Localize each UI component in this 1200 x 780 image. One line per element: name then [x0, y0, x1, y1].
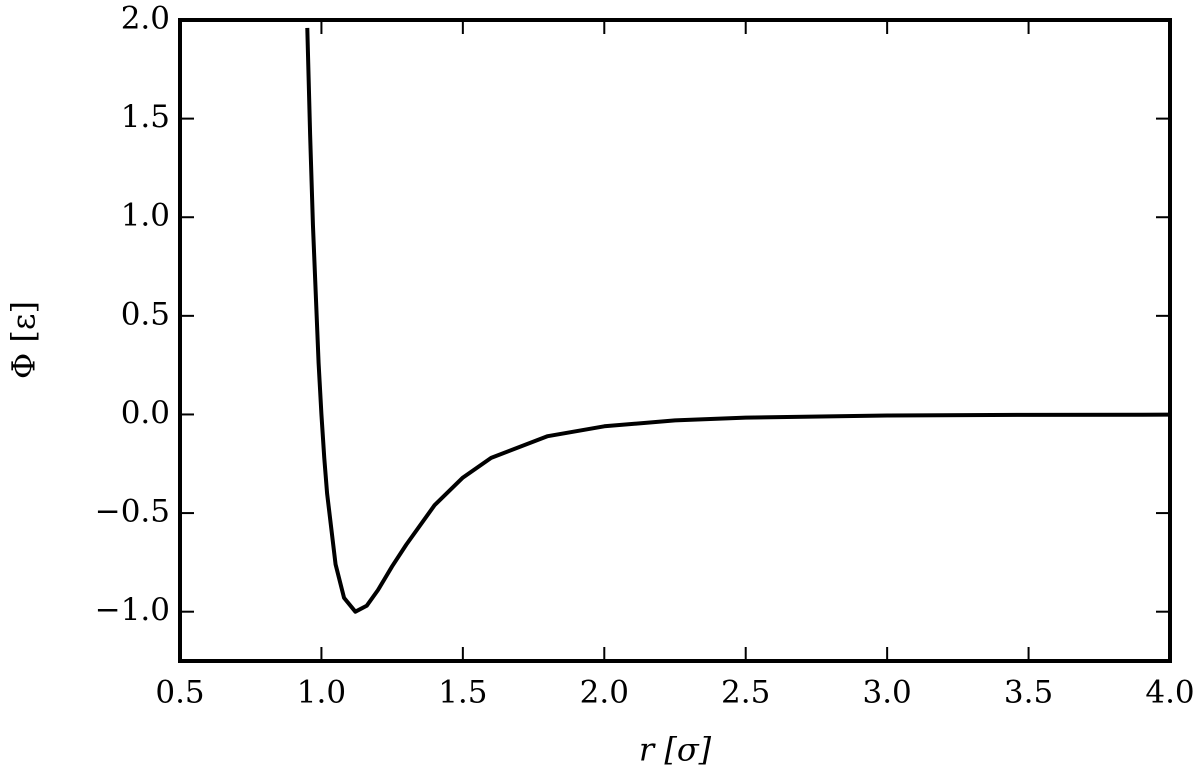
y-tick-label: −1.0: [95, 592, 170, 628]
data-line: [305, 27, 1170, 614]
x-tick-label: 0.5: [155, 675, 204, 711]
plot-frame: [178, 18, 1172, 663]
y-tick-label: 1.5: [121, 99, 170, 135]
x-axis-label: r [σ]: [639, 731, 712, 769]
x-tick-label: 1.0: [297, 675, 346, 711]
x-tick-label: 1.5: [438, 675, 487, 711]
y-axis-label: Φ [ε]: [5, 301, 43, 379]
y-tick-label: 0.5: [121, 296, 170, 332]
x-tick-label: 3.0: [862, 675, 911, 711]
y-tick-label: −0.5: [95, 494, 170, 530]
y-tick-label: 2.0: [121, 1, 170, 37]
x-tick-label: 3.5: [1004, 675, 1053, 711]
y-tick-label: 1.0: [121, 198, 170, 234]
x-tick-label: 2.0: [580, 675, 629, 711]
x-tick-label: 4.0: [1145, 675, 1194, 711]
y-tick-label: 0.0: [121, 395, 170, 431]
x-tick-label: 2.5: [721, 675, 770, 711]
